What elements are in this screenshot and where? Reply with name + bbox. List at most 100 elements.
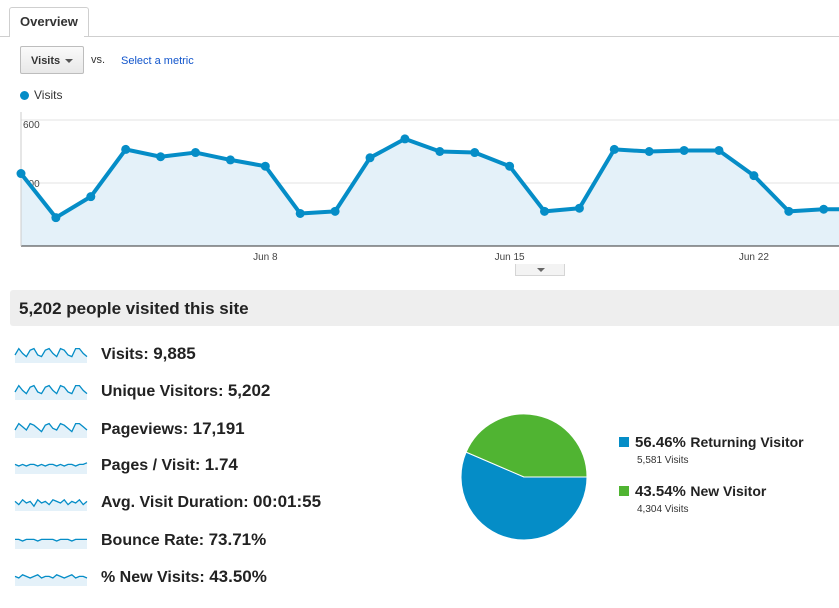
sparkline-line — [14, 347, 88, 358]
metric-dropdown[interactable]: Visits — [20, 46, 84, 74]
returning-label: Returning Visitor — [690, 434, 804, 450]
data-point[interactable] — [470, 148, 480, 158]
vs-label: vs. — [91, 54, 106, 66]
sparkline-area — [15, 423, 87, 438]
new-swatch-icon — [619, 486, 629, 496]
data-point[interactable] — [86, 192, 96, 202]
legend-series-name: Visits — [34, 88, 63, 102]
data-point[interactable] — [260, 161, 270, 171]
data-point[interactable] — [51, 213, 61, 223]
chevron-down-icon — [537, 268, 545, 272]
new-label: New Visitor — [690, 483, 767, 499]
data-point[interactable] — [609, 144, 619, 154]
data-point[interactable] — [819, 204, 829, 214]
chart-legend: Visits — [20, 88, 62, 102]
metric-text: Visits: 9,885 — [101, 344, 196, 364]
select-metric-link[interactable]: Select a metric — [121, 55, 194, 67]
sparkline-icon — [14, 384, 88, 400]
metric-text: % New Visits: 43.50% — [101, 567, 267, 587]
returning-swatch-icon — [619, 437, 629, 447]
x-tick-label: Jun 8 — [253, 252, 278, 263]
metric-value: 17,191 — [192, 419, 245, 438]
pie-legend-returning: 56.46% Returning Visitor 5,581 Visits — [619, 434, 804, 466]
data-point[interactable] — [644, 147, 654, 156]
returning-count: 5,581 Visits — [637, 455, 689, 466]
data-point[interactable] — [574, 203, 584, 213]
sparkline-area — [15, 462, 87, 474]
data-point[interactable] — [435, 147, 445, 156]
visitor-type-pie-chart[interactable] — [456, 412, 592, 542]
chevron-down-icon — [65, 59, 73, 63]
sparkline-area — [15, 348, 87, 363]
x-tick-label: Jun 15 — [495, 252, 525, 263]
data-point[interactable] — [191, 148, 200, 158]
tab-active-indicator — [10, 35, 84, 37]
data-point[interactable] — [156, 152, 166, 162]
data-point[interactable] — [540, 206, 549, 216]
data-point[interactable] — [330, 206, 340, 216]
summary-headline: 5,202 people visited this site — [19, 299, 249, 318]
data-point[interactable] — [295, 208, 305, 218]
chart-collapse-handle[interactable] — [515, 264, 565, 276]
data-point[interactable] — [365, 153, 375, 163]
tab-bar: Overview — [0, 0, 839, 37]
metric-label: Pageviews: — [101, 421, 189, 438]
metric-text: Bounce Rate: 73.71% — [101, 530, 266, 550]
data-point[interactable] — [16, 169, 26, 179]
metric-label: Avg. Visit Duration: — [101, 494, 249, 511]
metric-label: Pages / Visit: — [101, 457, 201, 474]
metric-label: Bounce Rate: — [101, 532, 205, 549]
metric-label: Unique Visitors: — [101, 383, 224, 400]
metric-text: Unique Visitors: 5,202 — [101, 381, 270, 401]
x-tick-label: Jun 22 — [739, 252, 769, 263]
y-tick-label: 600 — [23, 120, 40, 131]
metric-text: Avg. Visit Duration: 00:01:55 — [101, 492, 321, 512]
sparkline-icon — [14, 462, 88, 474]
sparkline-icon — [14, 574, 88, 586]
sparkline-area — [15, 539, 87, 549]
new-percent: 43.54% — [635, 483, 686, 500]
sparkline-icon — [15, 538, 87, 549]
new-count: 4,304 Visits — [637, 504, 689, 515]
sparkline-line — [14, 498, 88, 508]
data-point[interactable] — [505, 161, 515, 171]
metric-value: 00:01:55 — [253, 492, 322, 511]
data-point[interactable] — [714, 145, 724, 155]
tab-overview[interactable]: Overview — [9, 7, 89, 36]
sparkline-line — [14, 384, 88, 395]
sparkline-area — [15, 499, 87, 511]
pie-slice-new[interactable] — [465, 413, 588, 478]
sparkline-area — [15, 385, 87, 400]
data-point[interactable] — [784, 206, 794, 216]
metric-label: % New Visits: — [101, 569, 205, 586]
sparkline-icon — [14, 422, 88, 438]
pie-legend-new: 43.54% New Visitor 4,304 Visits — [619, 483, 766, 515]
sparkline-line — [15, 538, 87, 542]
legend-dot-icon — [20, 91, 29, 100]
sparkline-icon — [14, 498, 88, 511]
metric-value: 1.74 — [204, 455, 238, 474]
data-point[interactable] — [400, 134, 410, 144]
data-point[interactable] — [121, 144, 131, 154]
summary-header: 5,202 people visited this site — [10, 290, 839, 326]
metric-value: 43.50% — [209, 567, 267, 586]
pie-slice-returning[interactable] — [460, 451, 588, 541]
metric-value: 9,885 — [153, 344, 196, 363]
metric-text: Pages / Visit: 1.74 — [101, 455, 238, 475]
data-point[interactable] — [749, 171, 759, 181]
data-point[interactable] — [679, 145, 689, 155]
metric-value: 5,202 — [227, 381, 271, 400]
returning-percent: 56.46% — [635, 434, 686, 451]
metric-value: 73.71% — [208, 530, 267, 549]
data-point[interactable] — [225, 155, 235, 165]
sparkline-icon — [14, 347, 88, 363]
metric-text: Pageviews: 17,191 — [101, 419, 245, 439]
visits-area — [21, 138, 839, 246]
sparkline-line — [14, 462, 88, 467]
metric-label: Visits: — [101, 346, 149, 363]
sparkline-line — [14, 422, 88, 433]
sparkline-area — [15, 574, 87, 586]
metric-dropdown-label: Visits — [31, 55, 61, 67]
sparkline-line — [14, 574, 88, 579]
